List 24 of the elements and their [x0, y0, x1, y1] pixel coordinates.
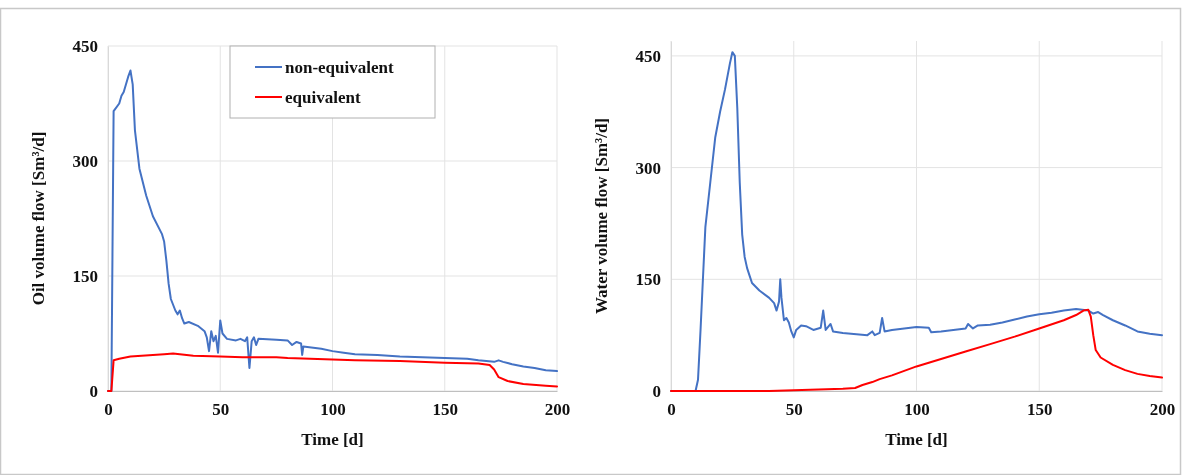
y-axis-title: Oil volume flow [Sm³/d] [29, 131, 48, 306]
legend-label: equivalent [285, 88, 361, 107]
x-tick-label: 50 [785, 400, 803, 420]
y-tick-label: 300 [72, 151, 98, 171]
x-tick-label: 100 [904, 400, 930, 420]
x-tick-label: 200 [544, 400, 571, 420]
x-axis-title: Time [d] [301, 430, 364, 449]
x-axis-title: Time [d] [885, 430, 948, 449]
x-tick-label: 50 [212, 400, 230, 420]
legend-label: non-equivalent [285, 58, 394, 77]
y-tick-label: 0 [652, 381, 661, 401]
x-tick-label: 150 [1027, 400, 1053, 420]
x-tick-label: 200 [1149, 400, 1176, 420]
y-tick-label: 150 [635, 270, 661, 290]
y-tick-label: 450 [72, 36, 98, 56]
y-tick-label: 450 [635, 46, 661, 66]
y-tick-label: 150 [72, 266, 98, 286]
x-tick-label: 100 [320, 400, 346, 420]
x-tick-label: 150 [432, 400, 458, 420]
x-tick-label: 0 [104, 400, 113, 420]
y-tick-label: 300 [635, 158, 661, 178]
y-axis-title: Water volume flow [Sm³/d] [592, 117, 611, 315]
y-tick-label: 0 [89, 381, 98, 401]
x-tick-label: 0 [667, 400, 676, 420]
